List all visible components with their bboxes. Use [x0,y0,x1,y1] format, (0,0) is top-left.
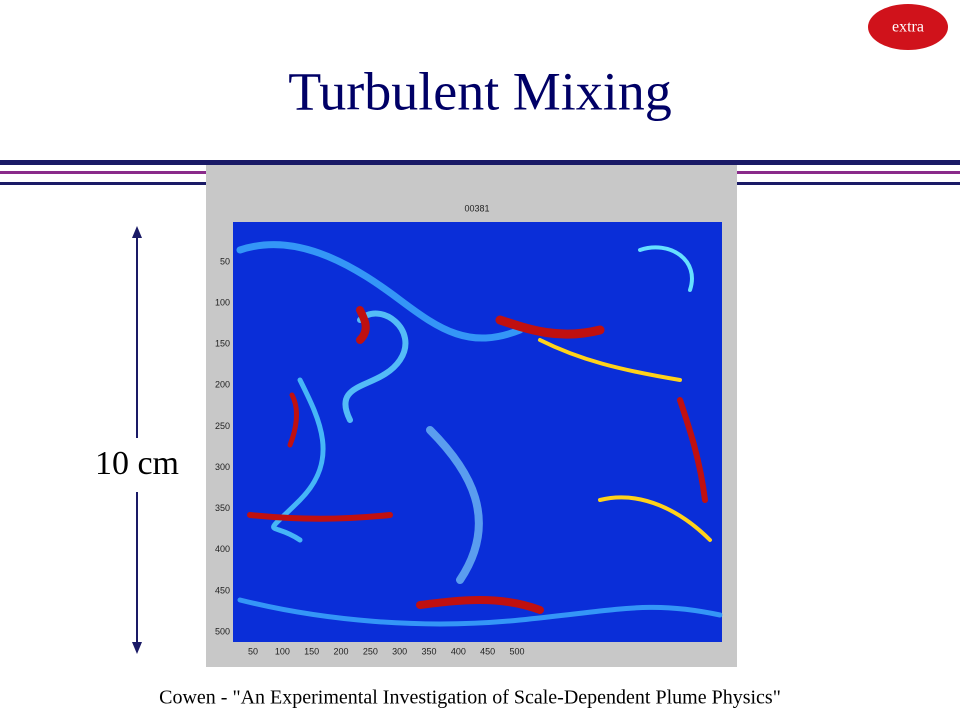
swirl [356,306,370,344]
swirl [495,315,605,339]
x-tick-label: 400 [451,646,466,656]
y-tick-label: 300 [215,462,230,472]
scale-label: 10 cm [95,445,179,482]
arrow-head [132,642,142,654]
y-tick-label: 450 [215,585,230,595]
y-tick-label: 250 [215,421,230,431]
rule-line [0,160,960,165]
swirl [287,392,299,448]
y-tick-label: 150 [215,339,230,349]
citation: Cowen - "An Experimental Investigation o… [159,687,781,709]
y-tick-labels: 50 100 150 200 250 300 350 400 450 500 [215,256,230,636]
y-tick-label: 200 [215,380,230,390]
swirl [271,377,326,543]
swirl [677,397,708,503]
y-tick-label: 500 [215,626,230,636]
swirl [538,338,682,382]
image-swirls [236,241,723,627]
flow-image [233,222,723,642]
x-tick-label: 350 [421,646,436,656]
y-tick-label: 400 [215,544,230,554]
swirl [247,512,393,522]
arrow-head [132,226,142,238]
x-tick-label: 300 [392,646,407,656]
x-tick-label: 150 [304,646,319,656]
image-field [233,222,722,642]
x-tick-label: 450 [480,646,495,656]
y-tick-label: 100 [215,297,230,307]
x-tick-label: 500 [509,646,524,656]
x-tick-label: 100 [275,646,290,656]
swirl [598,495,712,542]
frame-label: 00381 [464,203,489,213]
y-tick-label: 350 [215,503,230,513]
swirl [342,310,409,423]
badge-text: extra [892,19,924,36]
swirl [426,426,483,584]
slide-title: Turbulent Mixing [288,61,672,121]
x-tick-label: 250 [363,646,378,656]
x-tick-label: 200 [333,646,348,656]
swirl [237,597,723,627]
swirl [236,241,524,342]
swirl [638,245,694,292]
x-tick-labels: 50 100 150 200 250 300 350 400 450 500 [248,646,525,656]
x-tick-label: 50 [248,646,258,656]
badge-shape [868,4,948,50]
swirl [416,596,544,614]
y-tick-label: 50 [220,256,230,266]
